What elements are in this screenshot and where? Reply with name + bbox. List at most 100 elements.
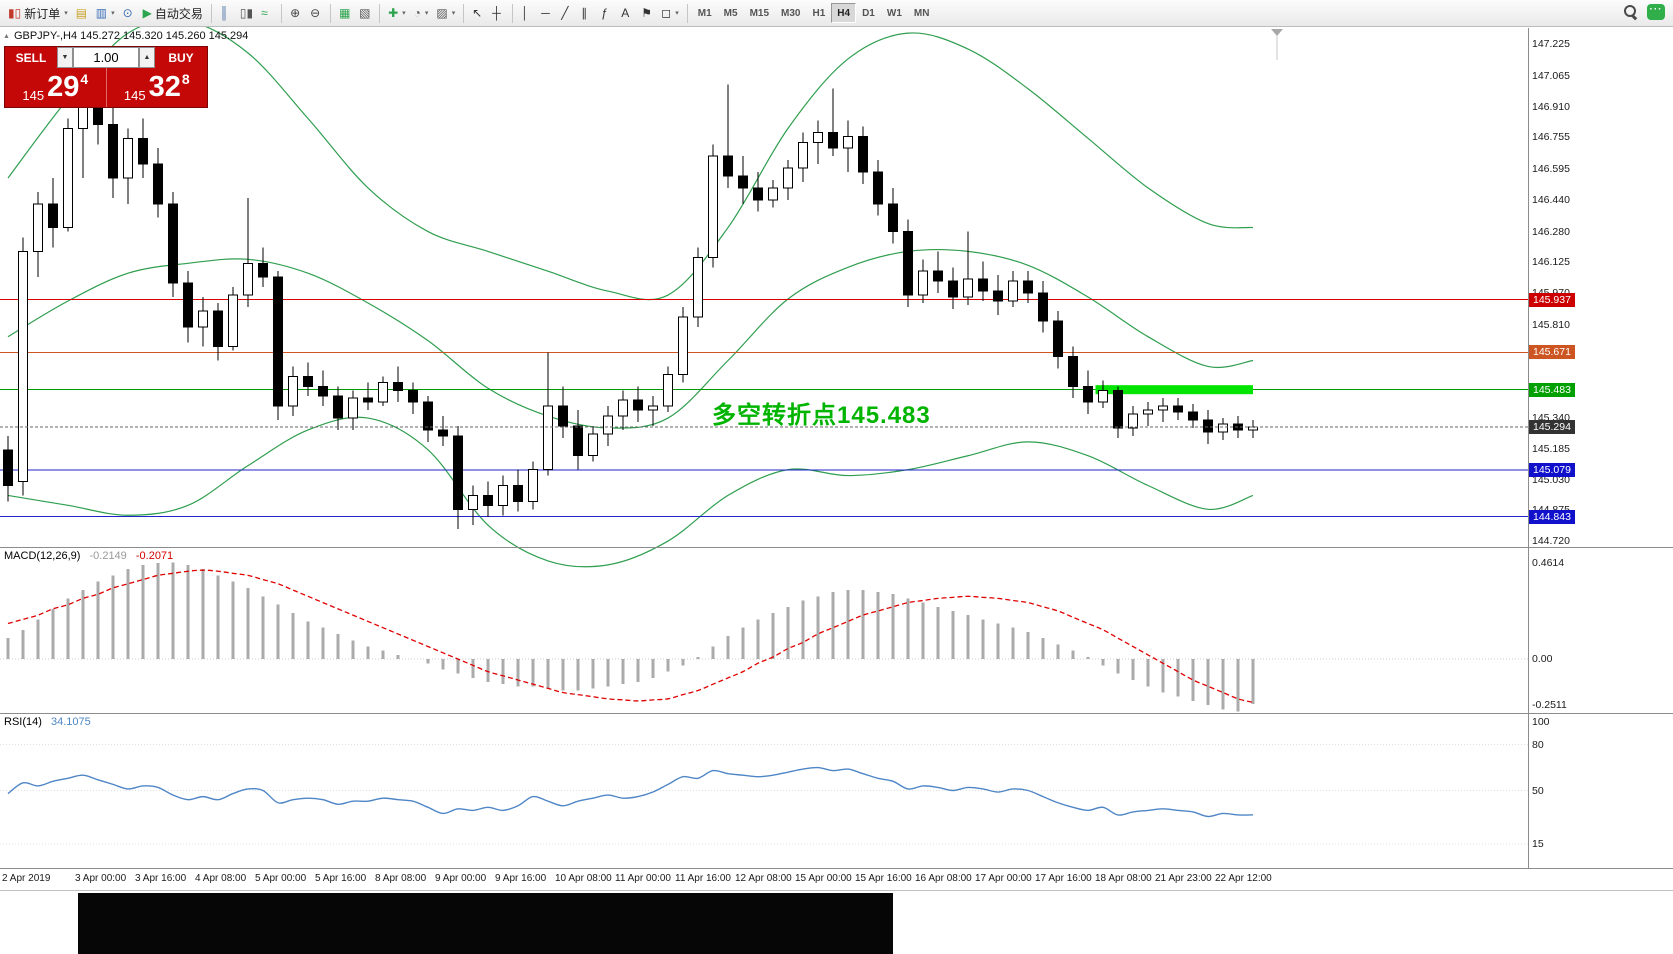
charts-window-button[interactable]: ▤	[72, 2, 92, 24]
crosshair-tool-icon: ┼	[492, 6, 501, 20]
horizontal-line-tool-icon: ─	[541, 6, 550, 20]
bear-candle	[723, 155, 733, 177]
timeframe-m5[interactable]: M5	[718, 3, 744, 23]
chat-icon[interactable]	[1647, 3, 1665, 20]
trendline-tool-button[interactable]: ╱	[557, 2, 577, 24]
bull-candle	[18, 250, 28, 483]
periods-icon: ◔	[413, 6, 421, 20]
time-label: 15 Apr 16:00	[855, 873, 912, 884]
sell-price-button[interactable]: 145 29 4	[5, 68, 107, 107]
search-icon[interactable]	[1622, 3, 1639, 20]
bull-candle	[678, 316, 688, 375]
chart-canvas[interactable]	[0, 0, 1673, 892]
timeframe-mn[interactable]: MN	[908, 3, 936, 23]
sell-price-sup: 4	[80, 71, 89, 87]
profiles-button[interactable]: ▥ ▾	[92, 2, 119, 24]
sell-button[interactable]: SELL	[5, 47, 57, 68]
bear-candle	[423, 401, 433, 431]
bull-candle	[813, 131, 823, 143]
buy-button[interactable]: BUY	[155, 47, 207, 68]
chevron-down-icon: ▾	[111, 10, 115, 17]
bear-candle	[303, 375, 313, 387]
macd-histogram	[6, 562, 1255, 712]
tile-windows-button[interactable]: ▦	[335, 2, 355, 24]
axis-label: 146.440	[1532, 193, 1570, 206]
bear-candle	[573, 425, 583, 457]
time-label: 3 Apr 16:00	[135, 873, 187, 884]
fibonacci-tool-button[interactable]: ƒ	[597, 2, 617, 24]
bull-candle	[603, 415, 613, 435]
autotrading-button[interactable]: ▶ 自动交易	[139, 2, 207, 24]
rsi-indicator-label: RSI(14) 34.1075	[4, 716, 91, 728]
highlight-segment[interactable]	[1095, 385, 1254, 395]
zoom-in-button[interactable]: ⊕	[286, 2, 306, 24]
chart-shift-marker[interactable]	[1271, 29, 1283, 36]
timeframe-d1[interactable]: D1	[856, 3, 881, 23]
bull-candle	[588, 433, 598, 457]
timeframe-w1[interactable]: W1	[881, 3, 908, 23]
bull-candle	[663, 373, 673, 407]
bull-candle	[1158, 405, 1168, 411]
label-tool-icon: ⚑	[641, 6, 653, 20]
toolbar: ▮▯ 新订单 ▾ ▤ ▥ ▾ ⊙ ▶ 自动交易 ║ ▯▮ ≈ ⊕ ⊖ ▦ ▧ ✚ ▾ ◔ ▾ ▨ ▾ ↖ ┼ │ ─ ╱ ∥ ƒ A ⚑ ◻ ▾…	[0, 0, 1673, 27]
time-label: 17 Apr 16:00	[1035, 873, 1092, 884]
price-badge: 145.483	[1529, 382, 1575, 397]
axis-label: 145.810	[1532, 318, 1570, 331]
toolbar-separator	[686, 3, 688, 23]
volume-decrease-button[interactable]: ▼	[57, 47, 73, 68]
zoom-out-icon: ⊖	[310, 6, 321, 20]
channel-tool-button[interactable]: ∥	[577, 2, 597, 24]
timeframe-m1[interactable]: M1	[692, 3, 718, 23]
chart-header: ▲ GBPJPY-,H4 145.272 145.320 145.260 145…	[3, 30, 248, 42]
bull-candle	[528, 469, 538, 502]
horizontal-line-tool-button[interactable]: ─	[537, 2, 557, 24]
cascade-windows-button[interactable]: ▧	[355, 2, 375, 24]
bear-candle	[1053, 320, 1063, 358]
one-click-toggle[interactable]: ▲	[3, 32, 10, 40]
new-order-button[interactable]: ▮▯ 新订单 ▾	[4, 2, 72, 24]
time-label: 21 Apr 23:00	[1155, 873, 1212, 884]
timeframe-h4[interactable]: H4	[831, 3, 857, 23]
profiles-icon: ▥	[95, 6, 108, 20]
axis-label: 146.910	[1532, 100, 1570, 113]
bar-chart-type-button[interactable]: ║	[216, 2, 236, 24]
volume-input[interactable]	[73, 47, 139, 68]
crosshair-tool-button[interactable]: ┼	[488, 2, 508, 24]
label-tool-button[interactable]: ⚑	[637, 2, 657, 24]
cursor-tool-button[interactable]: ↖	[468, 2, 488, 24]
strategy-navigator-button[interactable]: ⊙	[119, 2, 139, 24]
templates-button[interactable]: ▨ ▾	[432, 2, 459, 24]
periods-button[interactable]: ◔ ▾	[410, 2, 433, 24]
bear-candle	[318, 385, 328, 397]
bear-candle	[213, 310, 223, 348]
timeframe-m15[interactable]: M15	[744, 3, 775, 23]
bear-candle	[1113, 389, 1123, 429]
bear-candle	[858, 135, 868, 173]
shapes-tool-button[interactable]: ◻ ▾	[657, 2, 682, 24]
timeframe-h1[interactable]: H1	[806, 3, 831, 23]
chart-text-annotation[interactable]: 多空转折点145.483	[712, 402, 931, 429]
axis-label: 147.225	[1532, 38, 1570, 51]
one-click-trade-panel: SELL ▼ ▲ BUY 145 29 4 145 32 8	[4, 46, 208, 108]
vertical-line-tool-button[interactable]: │	[517, 2, 537, 24]
zoom-out-button[interactable]: ⊖	[306, 2, 326, 24]
bear-candle	[558, 405, 568, 427]
axis-label: 80	[1532, 738, 1544, 751]
text-tool-button[interactable]: A	[617, 2, 637, 24]
buy-price-button[interactable]: 145 32 8	[107, 68, 208, 107]
chevron-down-icon: ▾	[64, 10, 68, 17]
volume-increase-button[interactable]: ▲	[139, 47, 155, 68]
time-label: 2 Apr 2019	[2, 873, 51, 884]
indicators-button[interactable]: ✚ ▾	[384, 2, 410, 24]
toolbar-separator	[512, 3, 514, 23]
bull-candle	[798, 141, 808, 169]
bull-candle	[243, 262, 253, 296]
bear-candle	[3, 449, 13, 486]
line-chart-type-button[interactable]: ≈	[257, 2, 277, 24]
candlestick-chart-type-button[interactable]: ▯▮	[236, 2, 257, 24]
price-badge: 144.843	[1529, 509, 1575, 524]
axis-label: 146.595	[1532, 163, 1570, 176]
macd-main-value: -0.2149	[89, 550, 127, 562]
bull-candle	[468, 494, 478, 510]
timeframe-m30[interactable]: M30	[775, 3, 806, 23]
